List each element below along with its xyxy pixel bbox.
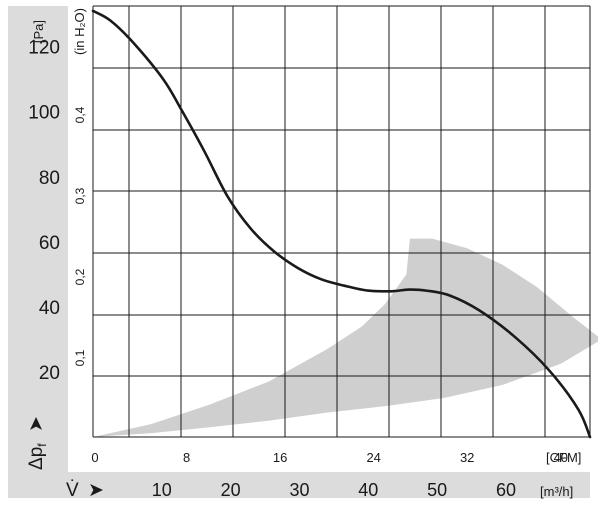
- x2-tick-label: 10: [152, 480, 172, 500]
- y-tick-label: 40: [39, 298, 60, 319]
- curve-layer: [91, 9, 592, 439]
- y-tick-label: 100: [28, 103, 60, 124]
- y-axis-symbol: Δpf ➤: [26, 416, 49, 470]
- y2-tick-label: 0,3: [73, 187, 87, 204]
- x-axis-arrow-icon: ➤: [88, 480, 104, 501]
- x2-tick-label: 50: [427, 480, 447, 500]
- x2-unit-label: [m³/h]: [540, 484, 573, 499]
- x-tick-label: 8: [183, 450, 190, 465]
- x2-tick-label: 40: [358, 480, 378, 500]
- y2-unit-label: (in H₂O): [72, 8, 87, 55]
- x2-tick-label: 20: [221, 480, 241, 500]
- pressure-curve-0: [91, 9, 592, 439]
- y2-tick-label: 0,1: [73, 349, 87, 366]
- x-unit-label: [CFM]: [546, 450, 581, 465]
- y-tick-label: 20: [39, 363, 60, 384]
- x-tick-label: 32: [460, 450, 474, 465]
- x2-tick-label: 60: [496, 480, 516, 500]
- y-unit-label: [Pa]: [31, 20, 46, 43]
- y-tick-label: 80: [39, 168, 60, 189]
- y2-tick-label: 0,4: [73, 106, 87, 123]
- y-tick-label: 120: [28, 38, 60, 59]
- x-tick-label: 16: [273, 450, 287, 465]
- grid: [92, 5, 591, 438]
- x-tick-label: 24: [366, 450, 380, 465]
- v-dot-symbol: V̇: [66, 480, 79, 501]
- x-tick-label: 40: [554, 450, 568, 465]
- y2-tick-label: 0,2: [73, 268, 87, 285]
- y-axis-arrow-icon: ➤: [26, 416, 47, 432]
- operating-range-region: [93, 238, 598, 437]
- svg-text:Δpf: Δpf: [26, 443, 49, 470]
- x-tick-label: 0: [91, 450, 98, 465]
- x2-tick-label: 30: [289, 480, 309, 500]
- operating-range-region-layer: [93, 238, 598, 437]
- left-axis-band: [8, 6, 68, 498]
- tick-labels: 20 40 60 80 100 120 0,1 0,2 0,3 0,4 0 8 16 24 32 40 10 20…: [28, 38, 568, 500]
- bottom-axis-band: [8, 472, 590, 498]
- delta-p-symbol: Δp: [26, 447, 47, 470]
- delta-p-subscript: f: [35, 443, 49, 447]
- y-tick-label: 60: [39, 233, 60, 254]
